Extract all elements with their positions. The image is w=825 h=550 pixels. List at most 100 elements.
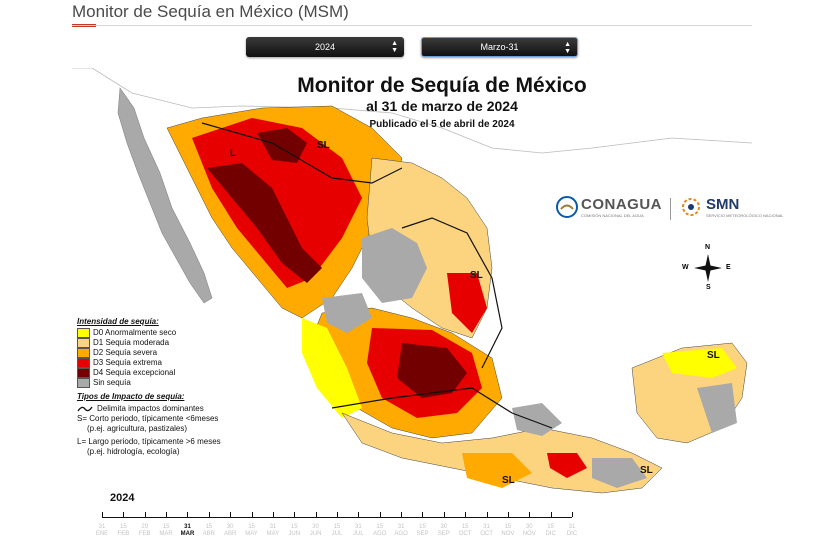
timeline-tick-mark (337, 512, 338, 517)
impacts-title: Tipos de Impacto de sequía: (77, 392, 185, 401)
timeline-tick-mark (507, 512, 509, 517)
timeline-day: 31 (355, 524, 362, 530)
compass-rose-icon: N S E W (682, 244, 731, 291)
impact-line-legend: Delimita impactos dominantes (77, 403, 247, 414)
timeline-tick-mark (208, 512, 210, 517)
compass-w: W (682, 264, 689, 271)
drought-map: L SL SL SL SL SL (72, 68, 752, 513)
date-select[interactable]: Marzo-31 ▲ ▼ (421, 37, 578, 57)
map-label: SL (640, 465, 653, 476)
d3-chiapas (547, 453, 587, 478)
gray-chiapas (592, 458, 647, 488)
map-title: Monitor de Sequía de México (297, 74, 587, 97)
timeline-day: 15 (248, 524, 255, 530)
d4-chihuahua (257, 128, 307, 163)
map-label: SL (502, 475, 515, 486)
d4-central (397, 343, 467, 398)
gray-northeast (362, 228, 427, 303)
conagua-logo: CONAGUA COMISIÓN NACIONAL DEL AGUA (556, 196, 662, 218)
timeline-tick-mark (401, 512, 403, 517)
compass-s: S (706, 284, 711, 291)
impacts-short-2: (p.ej. agricultura, pastizales) (87, 424, 188, 433)
legend-item: D2 Sequía severa (77, 348, 247, 358)
legend-label: D0 Anormalmente seco (93, 328, 177, 337)
impact-line-south (331, 387, 553, 429)
timeline-month: MAY (245, 531, 258, 537)
impacts-long-2: (p.ej. hidrología, ecología) (87, 447, 180, 456)
timeline-month: JUN (288, 531, 301, 537)
timeline-month: MAR (180, 531, 195, 537)
updown-caret-icon: ▲ ▼ (391, 40, 398, 54)
date-select-value: Marzo-31 (480, 42, 519, 52)
d0-yucatan (662, 348, 737, 378)
timeline-month: SEP (437, 531, 450, 537)
map-label: L (230, 148, 236, 159)
legend-swatch (77, 338, 90, 348)
timeline-month: JUL (353, 531, 364, 537)
timeline-day: 15 (290, 524, 298, 530)
legend-label: D2 Sequía severa (93, 348, 158, 357)
timeline-tick-mark (251, 512, 253, 517)
timeline-day: 15 (547, 524, 554, 530)
legend-label: D1 Sequía moderada (93, 338, 170, 347)
timeline-tick-mark (422, 512, 424, 517)
timeline-axis (102, 517, 572, 518)
timeline-month: ABR (224, 531, 237, 537)
timeline-day: 31 (483, 524, 490, 530)
impact-line-north (201, 122, 403, 184)
gray-south (512, 403, 562, 436)
timeline-tick-mark (465, 512, 467, 517)
legend-impacts: Tipos de Impacto de sequía: Delimita imp… (77, 392, 247, 457)
smn-tagline: SERVICIO METEOROLÓGICO NACIONAL (706, 213, 784, 218)
map-label: SL (317, 140, 330, 151)
timeline-month: MAY (266, 531, 280, 537)
timeline-month: NOV (522, 531, 536, 537)
map-label: SL (470, 270, 483, 281)
timeline-tick-mark (443, 512, 445, 517)
timeline-month: OCT (480, 531, 493, 537)
timeline-tick-mark (486, 512, 488, 517)
timeline-tick-mark (315, 512, 317, 517)
timeline-month: AGO (373, 531, 387, 537)
legend-title: Intensidad de sequía: (77, 317, 159, 326)
year-select[interactable]: 2024 ▲ ▼ (246, 37, 404, 57)
timeline-day: 15 (205, 524, 213, 530)
timeline-day: 15 (461, 524, 469, 530)
timeline-year: 2024 (110, 492, 135, 504)
timeline-day: 15 (419, 524, 426, 530)
timeline-tick-mark (123, 512, 125, 517)
legend-swatch (77, 378, 90, 388)
date-timeline[interactable]: 2024 31 ENE 15 FEB 29 FEB 15 MAR 31 MAR 15 ABR 30 ABR… (96, 490, 580, 545)
timeline-day: 31 (397, 524, 405, 530)
timeline-month: OCT (458, 531, 472, 537)
header-divider (72, 25, 752, 26)
timeline-tick-mark (294, 512, 296, 517)
timeline-tick-mark (187, 512, 189, 517)
timeline-day: 15 (504, 524, 512, 530)
timeline-month: SEP (416, 531, 429, 537)
timeline-tick-mark (529, 512, 531, 517)
legend-swatch (77, 368, 90, 378)
timeline-day: 29 (141, 524, 149, 530)
timeline-day: 15 (120, 524, 127, 530)
timeline-ticks: 31 ENE 15 FEB 29 FEB 15 MAR 31 MAR 15 ABR 30 ABR 15 MAY… (96, 512, 577, 542)
timeline-day: 15 (376, 524, 384, 530)
timeline-tick-mark (358, 512, 360, 517)
timeline-tick-mark (166, 512, 168, 517)
d3-northeast (447, 273, 487, 333)
timeline-month: JUL (331, 531, 343, 537)
timeline-month: DIC (566, 531, 578, 537)
legend-swatch (77, 348, 90, 358)
page-title: Monitor de Sequía en México (MSM) (72, 2, 349, 21)
us-border-outline (72, 68, 752, 154)
year-select-value: 2024 (314, 42, 336, 52)
timeline-tick-mark (550, 512, 552, 517)
timeline-day: 31 (184, 524, 191, 530)
compass-e: E (726, 264, 731, 271)
legend-item: D0 Anormalmente seco (77, 328, 247, 338)
smn-emblem-icon (682, 198, 700, 216)
timeline-day: 30 (440, 524, 448, 530)
timeline-month: FEB (117, 531, 130, 537)
timeline-tick-mark (102, 512, 103, 517)
impacts-long-1: L= Largo periodo, típicamente >6 meses (77, 437, 221, 446)
